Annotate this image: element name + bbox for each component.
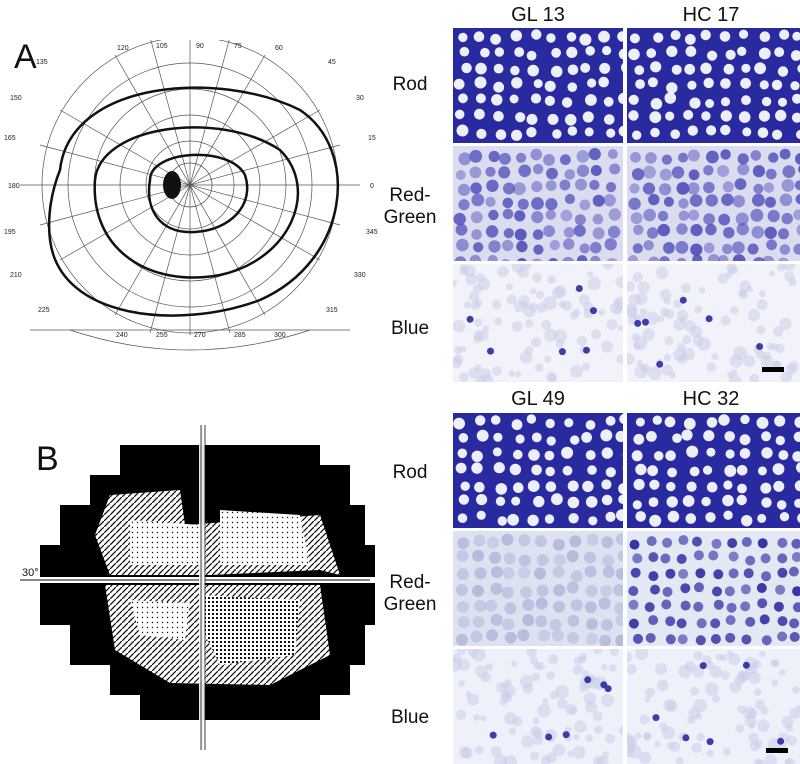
angle-label-345: 345 [366,229,378,236]
chart-grid [20,40,360,351]
micrograph-gl13-blue [453,264,623,382]
angle-label-270: 270 [194,332,206,339]
micrograph-hc32-red-green [627,531,800,646]
scale-bar-b [766,748,788,753]
angle-label-300: 300 [274,332,286,339]
micrograph-hc17-red-green [627,146,800,261]
angle-label-120: 120 [117,45,129,52]
angle-label-60: 60 [275,45,283,52]
angle-label-330: 330 [354,272,366,279]
row-label-red-green-b: Red- Green [383,572,437,615]
angle-label-180: 180 [8,183,20,190]
angle-label-0: 0 [370,183,374,190]
micrograph-hc17-rod [627,28,800,143]
angle-label-315: 315 [326,307,338,314]
angle-label-285: 285 [234,332,246,339]
scale-bar-a [762,367,784,372]
angle-label-195: 195 [4,229,16,236]
field-axis-label: 30° [22,567,39,579]
angle-label-75: 75 [234,43,242,50]
col-header-hc17: HC 17 [682,4,740,26]
row-label-blue-b: Blue [390,707,430,728]
micrograph-gl49-rod [453,413,623,528]
panel-b-letter: B [36,440,59,478]
isopters [47,86,340,317]
angle-label-30: 30 [356,95,364,102]
row-label-red-green-a: Red- Green [383,185,437,228]
micrograph-hc17-blue [627,264,800,382]
angle-label-165: 165 [4,135,16,142]
micrograph-gl13-red-green [453,146,623,261]
angle-label-240: 240 [116,332,128,339]
col-header-hc32: HC 32 [682,388,740,410]
row-label-blue-a: Blue [390,318,430,339]
blind-spot [163,171,181,199]
angle-label-45: 45 [328,59,336,66]
humphrey-grayscale-field: 30° [20,425,380,750]
angle-labels: 180 0 120 105 90 75 60 45 135 150 165 30… [4,43,378,339]
row-label-rod-b: Rod [392,462,428,483]
angle-label-150: 150 [10,95,22,102]
angle-label-210: 210 [10,272,22,279]
micrograph-hc32-rod [627,413,800,528]
col-header-gl13: GL 13 [511,4,565,26]
angle-label-15: 15 [368,135,376,142]
angle-label-90: 90 [196,43,204,50]
micrograph-gl49-blue [453,649,623,764]
angle-label-135: 135 [36,59,48,66]
angle-label-255: 255 [156,332,168,339]
goldmann-visual-field-chart: 180 0 120 105 90 75 60 45 135 150 165 30… [4,40,378,351]
micrograph-gl13-rod [453,28,623,143]
angle-label-225: 225 [38,307,50,314]
col-header-gl49: GL 49 [511,388,565,410]
row-label-rod-a: Rod [392,74,428,95]
micrograph-gl49-red-green [453,531,623,646]
panel-a-letter: A [14,38,37,76]
angle-label-105: 105 [156,43,168,50]
micrograph-hc32-blue [627,649,800,764]
